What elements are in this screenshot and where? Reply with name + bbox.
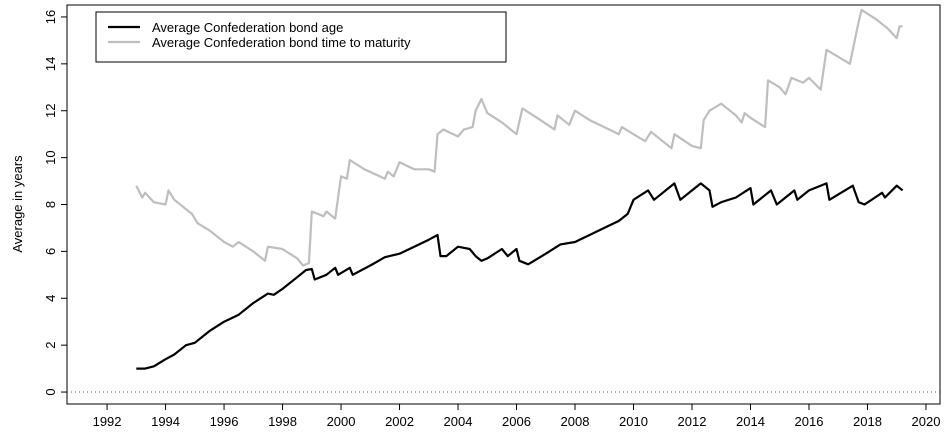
y-tick-label: 2 xyxy=(43,342,58,349)
y-tick-label: 12 xyxy=(43,103,58,117)
x-tick-label: 1992 xyxy=(93,414,122,429)
y-axis-label: Average in years xyxy=(10,155,25,253)
x-tick-label: 2004 xyxy=(444,414,473,429)
x-tick-label: 2016 xyxy=(795,414,824,429)
x-tick-label: 2002 xyxy=(385,414,414,429)
x-tick-label: 2018 xyxy=(853,414,882,429)
y-tick-label: 0 xyxy=(43,388,58,395)
x-tick-label: 1996 xyxy=(210,414,239,429)
y-tick-label: 16 xyxy=(43,10,58,24)
y-tick-label: 10 xyxy=(43,150,58,164)
x-tick-label: 2010 xyxy=(619,414,648,429)
x-tick-label: 2006 xyxy=(502,414,531,429)
x-tick-label: 2000 xyxy=(327,414,356,429)
y-tick-label: 8 xyxy=(43,201,58,208)
y-tick-label: 14 xyxy=(43,57,58,71)
y-tick-label: 4 xyxy=(43,295,58,302)
y-tick-label: 6 xyxy=(43,248,58,255)
x-tick-label: 2014 xyxy=(736,414,765,429)
x-tick-label: 1998 xyxy=(268,414,297,429)
x-tick-label: 2012 xyxy=(678,414,707,429)
legend-box xyxy=(95,11,507,63)
plot-frame xyxy=(66,4,941,405)
series-line xyxy=(135,8,903,267)
legend-label: Average Confederation bond time to matur… xyxy=(152,35,411,50)
legend-label: Average Confederation bond age xyxy=(152,20,343,35)
x-tick-label: 2008 xyxy=(561,414,590,429)
x-tick-label: 2020 xyxy=(912,414,941,429)
series-line xyxy=(136,182,904,370)
x-tick-label: 1994 xyxy=(151,414,180,429)
